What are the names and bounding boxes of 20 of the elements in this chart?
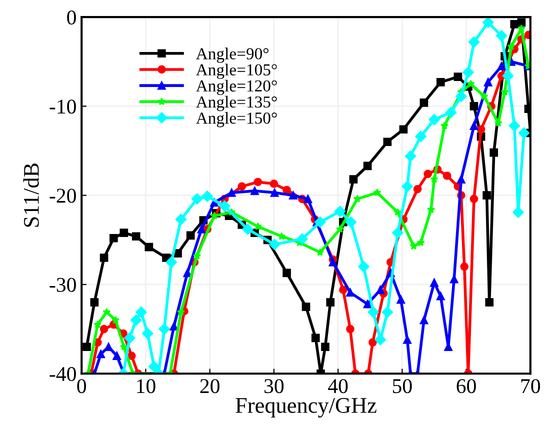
legend-label: Angle=150° bbox=[196, 112, 277, 128]
y-tick-label: -10 bbox=[50, 100, 76, 114]
legend-label: Angle=105° bbox=[196, 64, 277, 79]
x-tick-label: 20 bbox=[200, 379, 220, 394]
x-tick-label: 30 bbox=[264, 379, 284, 394]
x-tick-label: 50 bbox=[392, 379, 412, 394]
x-tick-label: 70 bbox=[521, 379, 540, 394]
legend-label: Angle=135° bbox=[196, 96, 277, 112]
legend-label: Angle=120° bbox=[196, 80, 277, 95]
x-tick-label: 60 bbox=[456, 379, 476, 394]
y-axis-title: S11/dB bbox=[23, 164, 39, 227]
y-tick-label: -20 bbox=[50, 188, 76, 203]
x-tick-label: 10 bbox=[137, 379, 156, 394]
y-tick-label: -30 bbox=[50, 278, 76, 292]
x-tick-label: 0 bbox=[77, 379, 86, 394]
legend-label: Angle=90° bbox=[196, 48, 268, 63]
y-tick-label: 0 bbox=[67, 10, 76, 25]
x-tick-label: 40 bbox=[328, 379, 348, 394]
y-tick-label: -40 bbox=[50, 367, 76, 382]
x-axis-title: Frequency/GHz bbox=[236, 398, 376, 418]
